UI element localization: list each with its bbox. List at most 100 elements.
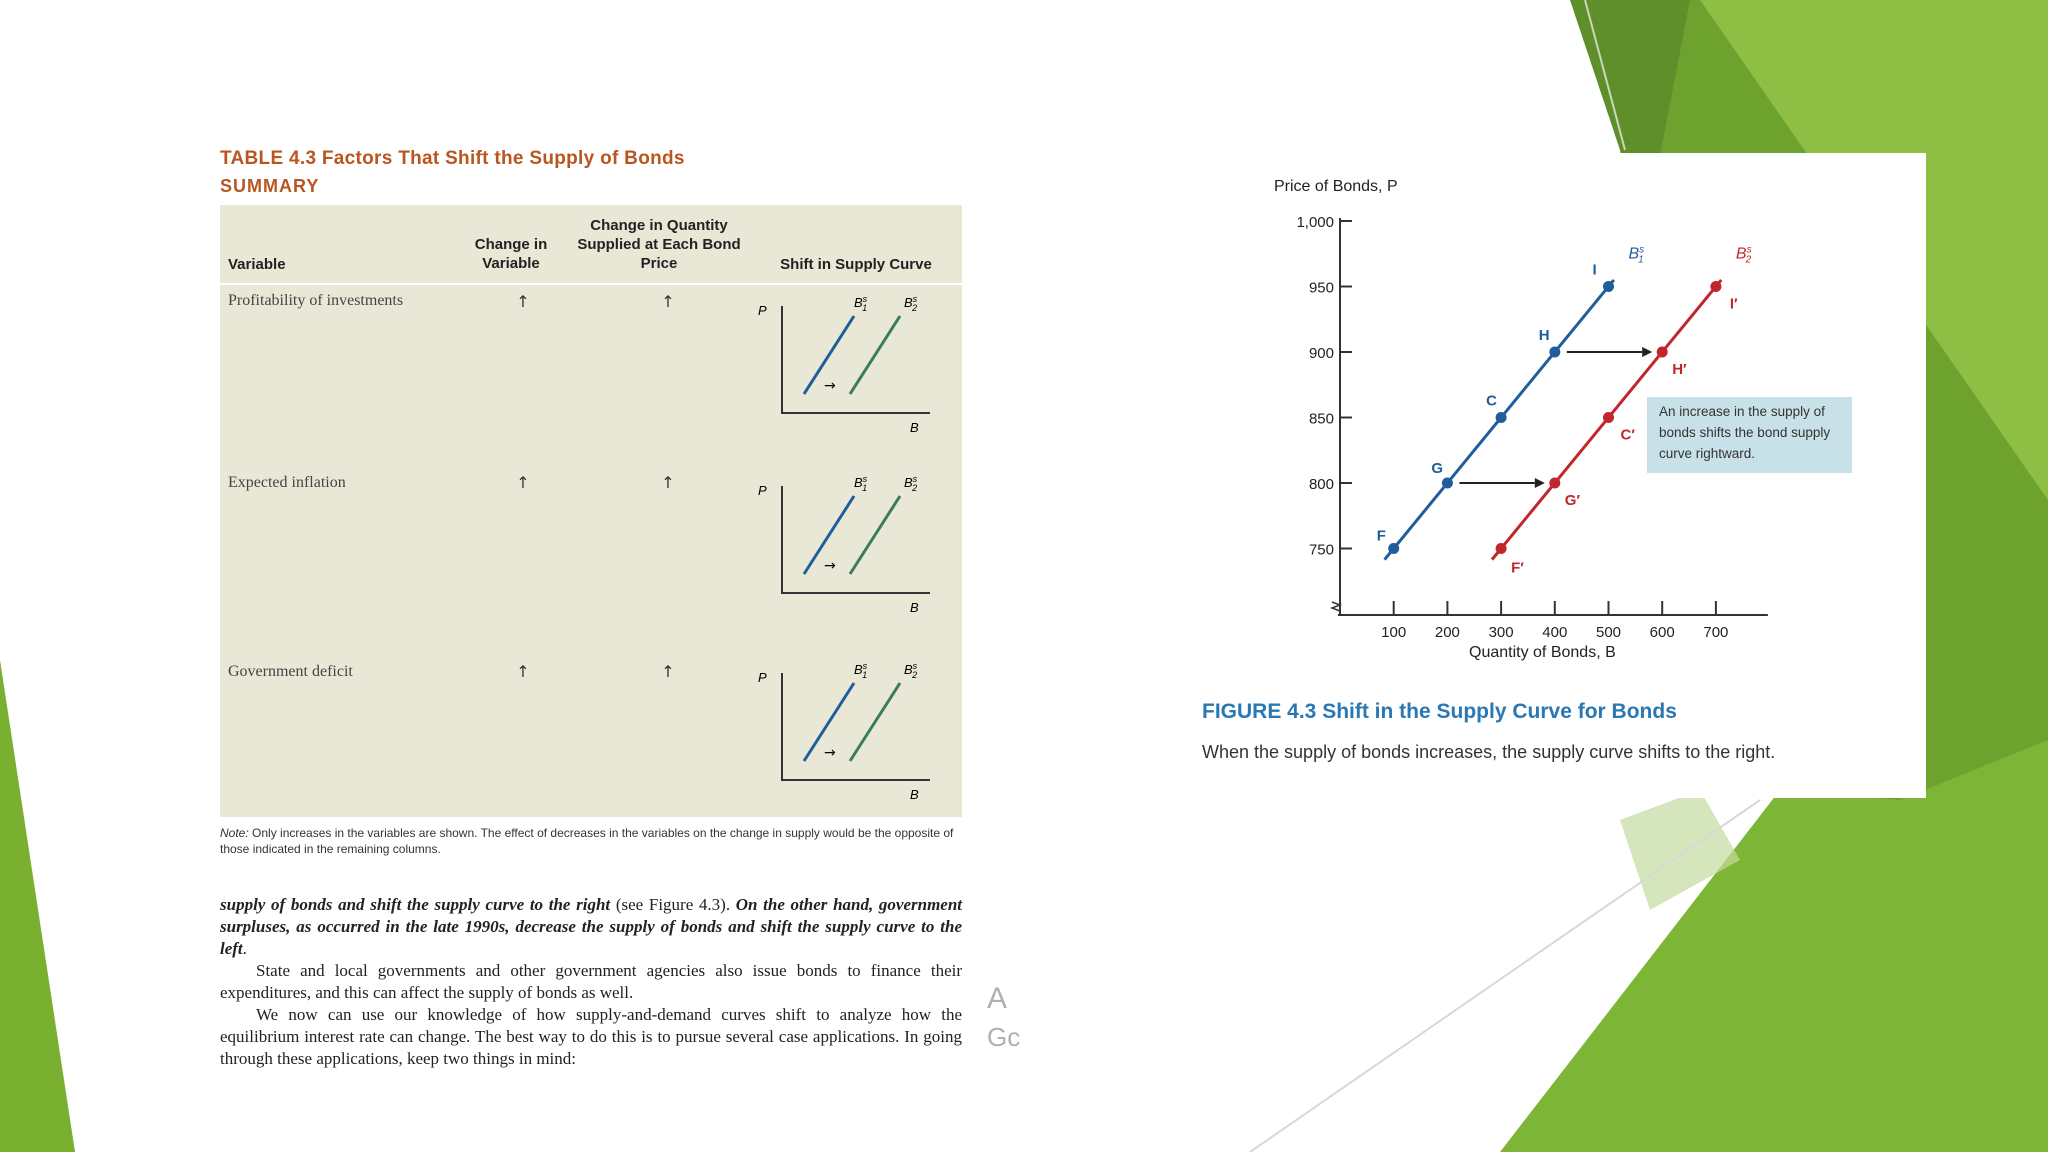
mini-shift-chart: P B Bs 1 Bs 2 → <box>758 474 930 615</box>
mini-chart-p-label: P <box>758 303 767 318</box>
header-change-in-quantity: Change in Quantity Supplied at Each Bond… <box>577 217 741 272</box>
point-C′ <box>1603 412 1614 423</box>
shift-arrow-head <box>1642 347 1653 357</box>
mini-shift-chart: P B Bs 1 Bs 2 → <box>758 294 930 435</box>
point-G′ <box>1549 477 1561 489</box>
mini-chart-p-label: P <box>758 483 767 498</box>
point-C <box>1495 412 1507 423</box>
point-label: G′ <box>1565 492 1581 509</box>
curve-label-b1s: Bs 1 <box>1629 245 1645 266</box>
cutoff-text-2: Gc <box>987 1022 1021 1052</box>
point-label: C <box>1486 393 1497 410</box>
x-tick-label: 500 <box>1596 624 1621 641</box>
point-label: I′ <box>1730 296 1738 313</box>
body-bold-1: supply of bonds and shift the supply cur… <box>220 895 611 914</box>
table-header-divider <box>220 283 962 285</box>
row-quantity-up-arrow: ↑ <box>661 662 675 681</box>
mini-shift-chart: P B Bs 1 Bs 2 → <box>758 661 930 802</box>
y-tick-label: 850 <box>1309 411 1334 428</box>
row-change-up-arrow: ↑ <box>516 473 530 492</box>
cutoff-text-1: A <box>987 982 1008 1015</box>
header-change-in-variable: Change in Variable <box>474 236 548 272</box>
body-paragraph-3: We now can use our knowledge of how supp… <box>220 1005 962 1068</box>
body-paragraph-1: supply of bonds and shift the supply cur… <box>220 894 962 960</box>
table-body <box>220 205 962 817</box>
mini-chart-curve-b2 <box>848 315 902 395</box>
x-tick-label: 100 <box>1381 624 1406 641</box>
y-tick-label: 800 <box>1309 476 1334 493</box>
body-period: . <box>242 939 247 958</box>
figure-title: FIGURE 4.3 Shift in the Supply Curve for… <box>1202 700 1677 723</box>
slide-green-shape-bottom <box>1500 740 2048 1152</box>
mini-chart-curve-b2 <box>848 682 902 762</box>
figure-panel <box>1158 153 1926 798</box>
row-label-expected-inflation: Expected inflation <box>228 474 346 491</box>
mini-chart-shift-arrow: → <box>824 745 836 761</box>
slide-thin-line <box>1249 799 1761 1152</box>
point-label: F′ <box>1511 560 1524 577</box>
point-label: G <box>1431 460 1443 477</box>
x-axis-label: Quantity of Bonds, B <box>1469 644 1616 661</box>
row-quantity-up-arrow: ↑ <box>661 473 675 492</box>
body-plain-1: (see Figure 4.3). <box>610 895 736 914</box>
point-label: C′ <box>1621 427 1636 444</box>
table-note-label: Note: <box>220 826 249 840</box>
point-F′ <box>1495 543 1507 554</box>
y-tick-label: 950 <box>1309 280 1334 297</box>
point-label: H′ <box>1672 361 1687 378</box>
point-label: I <box>1593 262 1597 279</box>
x-tick-label: 400 <box>1542 624 1567 641</box>
point-F <box>1388 543 1400 554</box>
shift-arrow-head <box>1534 478 1545 488</box>
figure-caption: When the supply of bonds increases, the … <box>1202 742 1776 762</box>
row-label-profitability: Profitability of investments <box>228 292 404 309</box>
body-bold-2: On the other hand, government surpluses,… <box>220 895 963 958</box>
body-paragraph-2: State and local governments and other go… <box>220 961 962 1002</box>
point-I′ <box>1710 281 1722 292</box>
mini-chart-b1-label: Bs 1 <box>854 474 868 493</box>
point-label: F <box>1377 528 1386 545</box>
curve-label-b2s: Bs 2 <box>1736 245 1752 266</box>
x-tick-label: 300 <box>1489 624 1514 641</box>
mini-chart-b2-label: Bs 2 <box>904 474 918 493</box>
table-note-text: Only increases in the variables are show… <box>220 826 954 856</box>
slide-green-shape-left <box>0 660 75 1152</box>
mini-chart-b2-label: Bs 2 <box>904 661 918 680</box>
row-label-government-deficit: Government deficit <box>228 663 353 680</box>
slide-green-shape-dark <box>1570 0 1690 260</box>
x-tick-label: 200 <box>1435 624 1460 641</box>
mini-chart-b1-label: Bs 1 <box>854 661 868 680</box>
slide-thin-line-top <box>1584 0 1626 151</box>
chart-callout: An increase in the supply of bonds shift… <box>1647 397 1852 473</box>
mini-chart-curve-b1 <box>802 495 856 575</box>
body-text: supply of bonds and shift the supply cur… <box>220 894 962 1070</box>
table-note: Note: Only increases in the variables ar… <box>220 825 980 857</box>
table-subtitle: SUMMARY <box>220 176 320 196</box>
axis-break-mark <box>1329 601 1343 612</box>
point-H <box>1549 346 1561 358</box>
row-change-up-arrow: ↑ <box>516 292 530 311</box>
point-I <box>1603 281 1614 292</box>
mini-chart-b-label: B <box>910 420 919 435</box>
mini-chart-b1-label: Bs 1 <box>854 294 868 313</box>
y-axis-label: Price of Bonds, P <box>1274 178 1398 195</box>
x-tick-label: 700 <box>1703 624 1728 641</box>
mini-chart-b2-label: Bs 2 <box>904 294 918 313</box>
x-tick-label: 600 <box>1650 624 1675 641</box>
point-G <box>1441 477 1453 489</box>
mini-chart-shift-arrow: → <box>824 378 836 394</box>
mini-chart-p-label: P <box>758 670 767 685</box>
mini-chart-shift-arrow: → <box>824 558 836 574</box>
bond-supply-chart: 1,000 950 900 850 800 750 100 200 300 400 500 600 70… <box>1296 214 1768 641</box>
table-title: TABLE 4.3 Factors That Shift the Supply … <box>220 148 685 169</box>
header-shift-in-supply-curve: Shift in Supply Curve <box>780 256 932 273</box>
slide-green-shape-pale <box>1620 790 1740 910</box>
chart-callout-text: An increase in the supply of bonds shift… <box>1659 404 1831 461</box>
point-H′ <box>1656 346 1668 358</box>
header-variable: Variable <box>228 256 286 273</box>
mini-chart-curve-b2 <box>848 495 902 575</box>
y-tick-label: 1,000 <box>1296 214 1334 231</box>
y-tick-label: 900 <box>1309 345 1334 362</box>
mini-chart-curve-b1 <box>802 315 856 395</box>
point-label: H <box>1539 327 1550 344</box>
